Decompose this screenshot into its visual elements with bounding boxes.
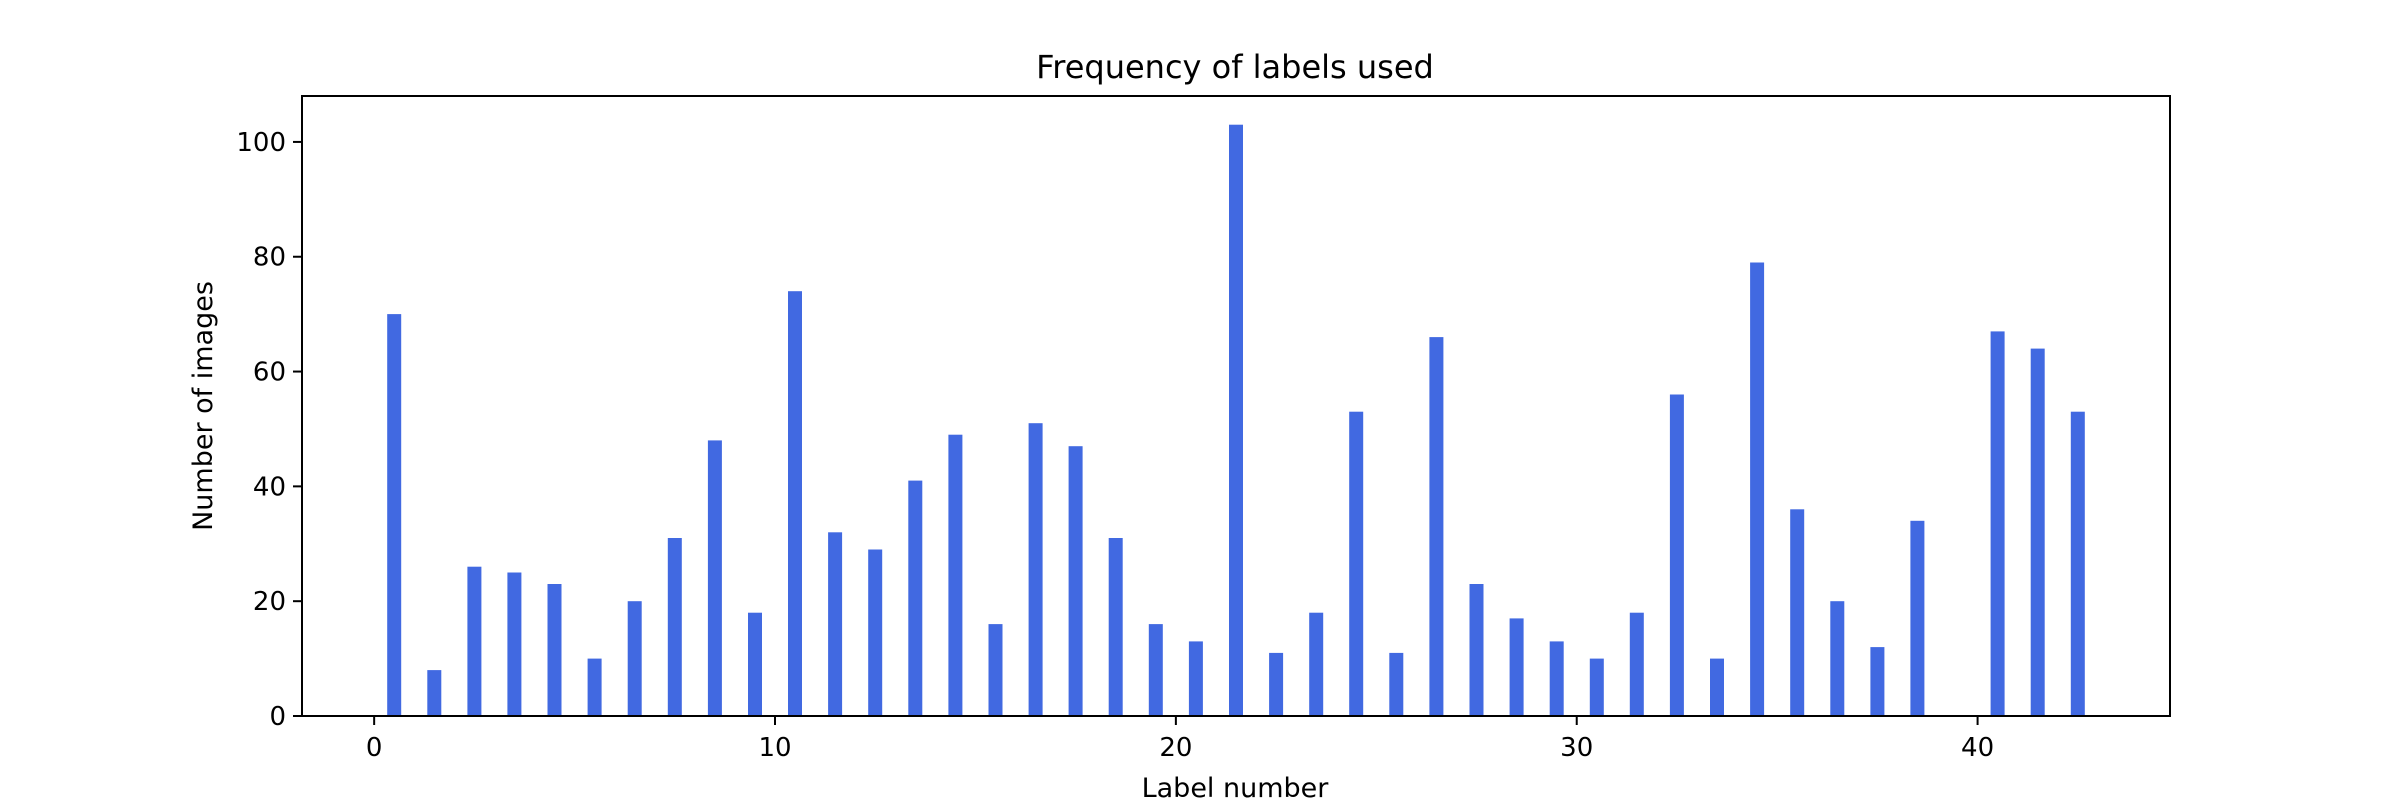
bar-label-40 — [1990, 331, 2005, 716]
bar-label-19 — [1148, 624, 1163, 716]
bar-label-9 — [748, 612, 762, 716]
bar-label-34 — [1750, 262, 1765, 716]
bar-label-10 — [788, 291, 802, 716]
bar-label-21 — [1229, 124, 1243, 716]
bar-label-36 — [1830, 601, 1845, 716]
x-tick-label: 0 — [366, 733, 383, 763]
bars-layer — [387, 124, 2085, 716]
x-tick-label: 40 — [1961, 733, 1994, 763]
bar-label-22 — [1269, 652, 1284, 716]
bar-label-23 — [1309, 612, 1324, 716]
y-tick-label: 0 — [269, 702, 286, 732]
bar-label-28 — [1509, 618, 1524, 716]
bar-label-38 — [1910, 520, 1925, 716]
chart-title: Frequency of labels used — [1036, 48, 1434, 86]
bar-label-6 — [627, 601, 642, 716]
y-axis-label: Number of images — [188, 281, 219, 531]
bar-label-32 — [1669, 394, 1684, 716]
bar-label-35 — [1790, 509, 1805, 716]
bar-label-5 — [587, 658, 602, 716]
y-tick-label: 40 — [253, 472, 286, 502]
x-axis: 0 10 20 30 40 — [366, 716, 1994, 763]
bar-label-1 — [427, 670, 442, 716]
x-tick-label: 30 — [1560, 733, 1593, 763]
bar-label-41 — [2030, 348, 2045, 716]
bar-label-13 — [908, 480, 923, 716]
bar-label-8 — [707, 440, 722, 716]
bar-label-14 — [948, 434, 963, 716]
x-tick-label: 10 — [758, 733, 791, 763]
bar-label-30 — [1589, 658, 1604, 716]
x-axis-label: Label number — [1142, 773, 1330, 800]
bar-label-11 — [828, 532, 843, 716]
y-axis: 0 20 40 60 80 100 — [236, 128, 302, 732]
bar-label-17 — [1068, 446, 1083, 716]
bar-label-18 — [1108, 538, 1123, 716]
bar-label-31 — [1629, 612, 1644, 716]
bar-label-12 — [868, 549, 883, 716]
bar-label-15 — [988, 624, 1003, 716]
bar-label-25 — [1389, 652, 1404, 716]
bar-label-24 — [1349, 411, 1364, 716]
bar-label-33 — [1710, 658, 1724, 716]
bar-label-0 — [387, 314, 402, 716]
y-tick-label: 80 — [253, 243, 286, 273]
bar-label-4 — [547, 584, 562, 716]
bar-label-20 — [1188, 641, 1203, 716]
y-tick-label: 20 — [253, 587, 286, 617]
bar-label-3 — [507, 572, 522, 716]
plot-area-frame — [301, 95, 2171, 717]
bar-label-37 — [1870, 647, 1885, 716]
x-tick-label: 20 — [1159, 733, 1192, 763]
bar-label-29 — [1549, 641, 1564, 716]
y-tick-label: 100 — [236, 128, 286, 158]
bar-label-26 — [1429, 337, 1444, 716]
bar-label-2 — [467, 566, 482, 716]
bar-label-42 — [2070, 411, 2085, 716]
bar-label-7 — [667, 538, 682, 716]
y-tick-label: 60 — [253, 358, 286, 388]
bar-label-27 — [1469, 584, 1484, 716]
bar-label-16 — [1028, 423, 1043, 716]
